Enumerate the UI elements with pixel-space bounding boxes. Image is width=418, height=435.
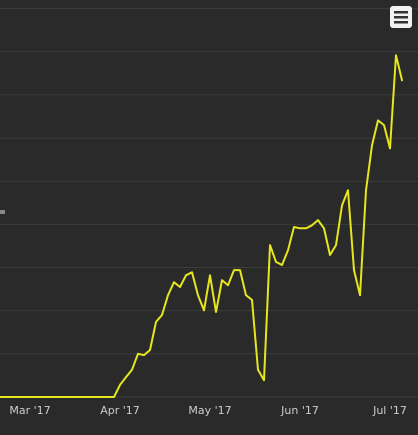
menu-icon-bar: [394, 11, 408, 14]
x-tick-label: Mar '17: [9, 404, 50, 417]
menu-icon-bar: [394, 16, 408, 19]
axis-marker: [0, 210, 5, 214]
menu-button[interactable]: [390, 6, 412, 28]
menu-icon-bar: [394, 21, 408, 24]
x-tick-label: Apr '17: [100, 404, 140, 417]
x-tick-label: Jul '17: [372, 404, 407, 417]
x-tick-label: Jun '17: [280, 404, 319, 417]
x-tick-label: May '17: [188, 404, 231, 417]
plot-area: Mar '17 Apr '17 May '17 Jun '17 Jul '17: [0, 8, 418, 417]
data-line: [0, 54, 403, 398]
